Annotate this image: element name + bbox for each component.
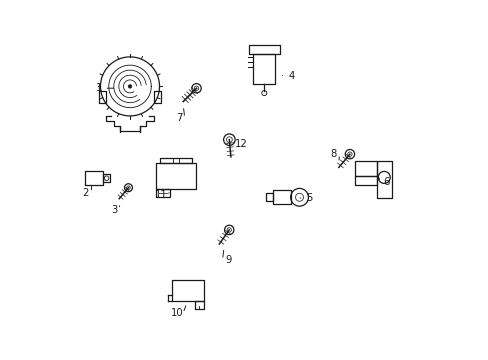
Text: 8: 8 — [330, 149, 336, 159]
Text: 7: 7 — [175, 113, 182, 123]
Text: 5: 5 — [305, 193, 312, 203]
Text: 12: 12 — [235, 139, 247, 149]
Text: 9: 9 — [224, 255, 231, 265]
Text: 6: 6 — [383, 177, 389, 187]
Text: 2: 2 — [82, 188, 88, 198]
Circle shape — [128, 85, 132, 88]
Text: 3: 3 — [111, 204, 117, 215]
Text: 4: 4 — [287, 71, 294, 81]
Text: 10: 10 — [170, 308, 183, 318]
Text: 1: 1 — [95, 83, 102, 93]
Text: 11: 11 — [154, 190, 167, 200]
